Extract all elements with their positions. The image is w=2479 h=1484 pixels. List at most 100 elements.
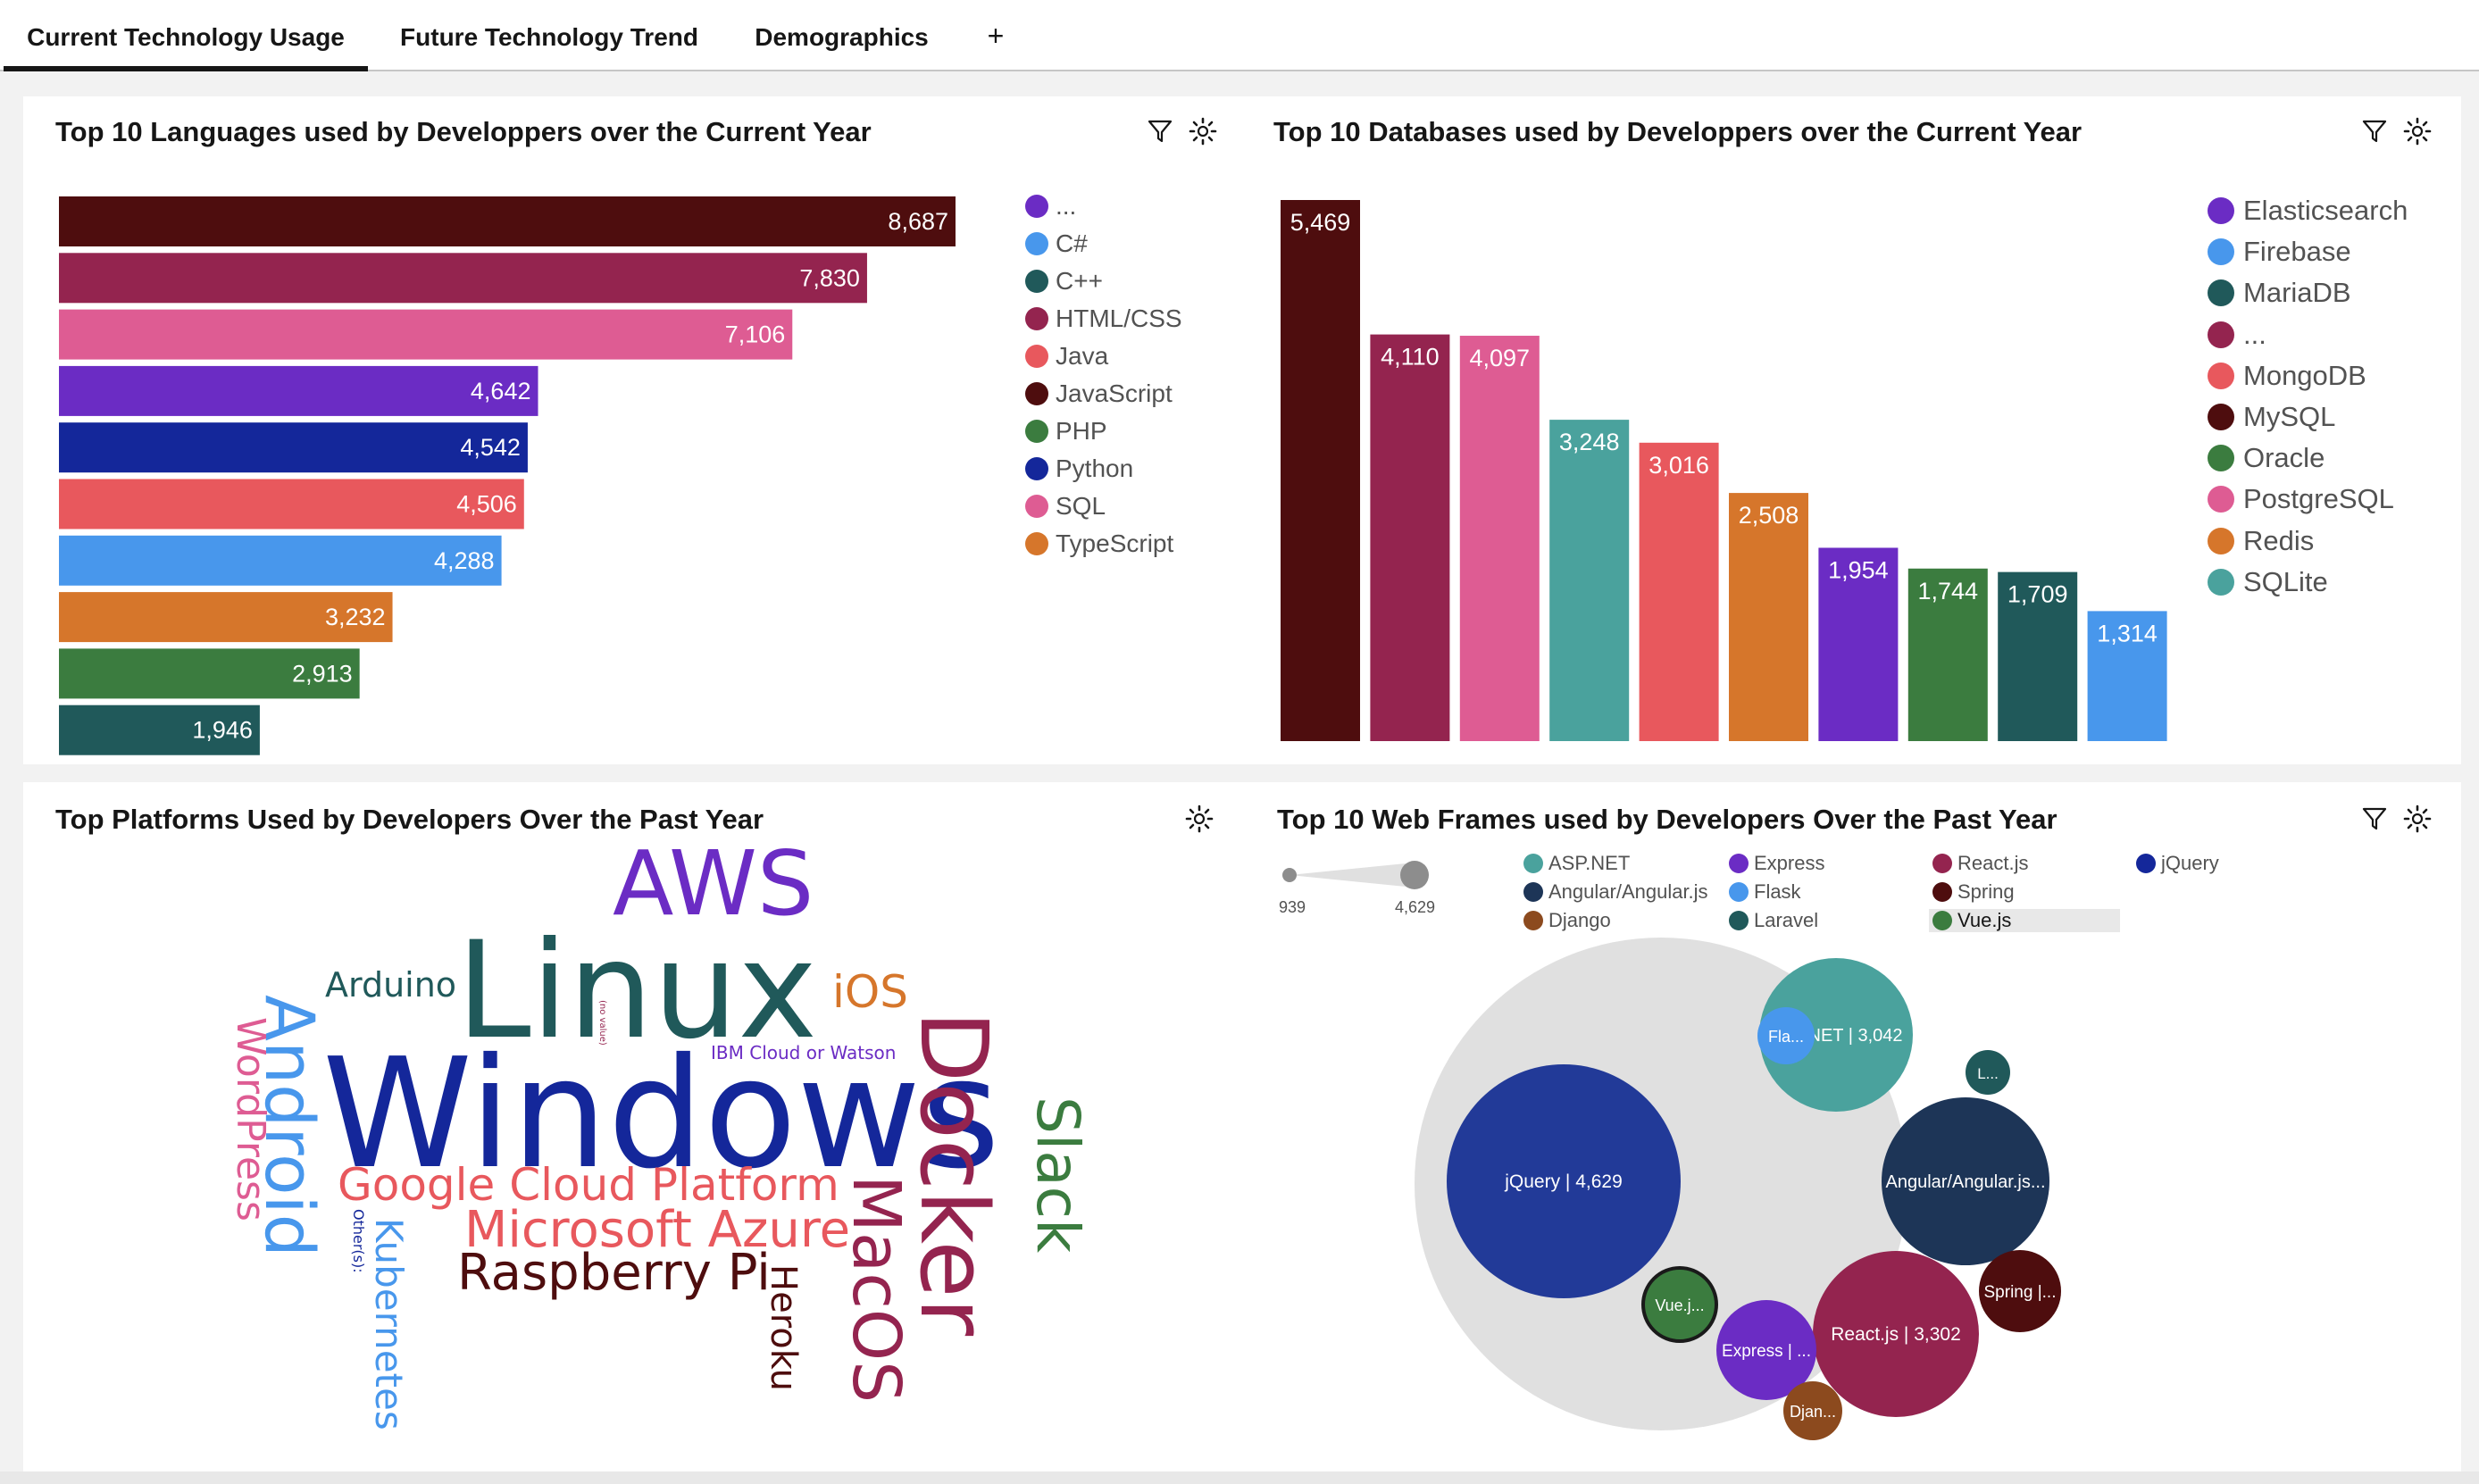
- word-other-s[interactable]: Other(s):: [350, 1209, 367, 1273]
- legend-item-mongodb[interactable]: MongoDB: [2208, 360, 2366, 392]
- bubble-flask[interactable]: [1757, 1007, 1815, 1064]
- bar-c[interactable]: [59, 535, 502, 586]
- settings-icon[interactable]: [2402, 804, 2433, 834]
- legend-item-typescript[interactable]: TypeScript: [1025, 529, 1173, 559]
- bubble-express[interactable]: [1716, 1300, 1816, 1400]
- word-heroku[interactable]: Heroku: [763, 1264, 804, 1391]
- bar-firebase[interactable]: [2087, 611, 2167, 741]
- bar-other[interactable]: [1370, 334, 1450, 741]
- settings-icon[interactable]: [1184, 804, 1214, 834]
- bubble-django[interactable]: [1783, 1381, 1842, 1440]
- bar-oracle[interactable]: [1907, 568, 1988, 741]
- bar-typescript[interactable]: [59, 592, 393, 643]
- bubble-laravel[interactable]: [1966, 1050, 2010, 1095]
- word-slack[interactable]: Slack: [1023, 1096, 1092, 1254]
- legend-item-html-css[interactable]: HTML/CSS: [1025, 304, 1182, 334]
- legend-item-sqlite[interactable]: SQLite: [2208, 566, 2328, 598]
- bar-label-oracle: 1,744: [1918, 578, 1979, 604]
- legend-item-vue-js[interactable]: Vue.js: [1929, 909, 2120, 932]
- legend-swatch: [1025, 382, 1048, 405]
- bubble-react-js[interactable]: [1813, 1251, 1979, 1417]
- legend-swatch: [1025, 307, 1048, 330]
- legend-item-java[interactable]: Java: [1025, 341, 1108, 371]
- legend-item-javascript[interactable]: JavaScript: [1025, 379, 1173, 409]
- word-aws[interactable]: AWS: [613, 831, 814, 936]
- legend-item-c[interactable]: C#: [1025, 229, 1088, 259]
- word-kubernetes[interactable]: Kubernetes: [367, 1218, 411, 1430]
- bar-redis[interactable]: [1729, 493, 1808, 741]
- filter-icon[interactable]: [2359, 116, 2390, 146]
- word-ibm-cloud-or-watson[interactable]: IBM Cloud or Watson: [711, 1042, 896, 1063]
- legend-item-other[interactable]: ...: [2208, 319, 2266, 351]
- word-arduino[interactable]: Arduino: [325, 965, 456, 1005]
- bar-postgresql[interactable]: [1459, 336, 1540, 741]
- bar-php[interactable]: [59, 648, 360, 699]
- tab-current-technology-usage[interactable]: Current Technology Usage: [4, 0, 368, 71]
- bubble-label-angular-angular-js: Angular/Angular.js...: [1886, 1172, 2046, 1192]
- bar-java[interactable]: [59, 479, 524, 529]
- tab-demographics[interactable]: Demographics: [755, 23, 929, 51]
- bar-mariadb[interactable]: [1998, 571, 2078, 741]
- legend-item-mysql[interactable]: MySQL: [2208, 401, 2335, 433]
- legend-item-firebase[interactable]: Firebase: [2208, 236, 2351, 268]
- bubble-asp-net[interactable]: [1759, 958, 1913, 1112]
- bar-elasticsearch[interactable]: [1818, 547, 1899, 741]
- word-android[interactable]: Android: [250, 995, 330, 1257]
- legend-item-flask[interactable]: Flask: [1725, 880, 1805, 904]
- legend-item-other[interactable]: ...: [1025, 191, 1076, 221]
- bubble-angular-angular-js[interactable]: [1882, 1097, 2049, 1265]
- word-google-cloud-platform[interactable]: Google Cloud Platform: [338, 1159, 839, 1211]
- legend-item-laravel[interactable]: Laravel: [1725, 909, 1822, 932]
- legend-label: C++: [1056, 267, 1103, 295]
- tab-future-technology-trend[interactable]: Future Technology Trend: [400, 23, 698, 51]
- bar-other[interactable]: [59, 365, 538, 416]
- legend-item-oracle[interactable]: Oracle: [2208, 442, 2325, 474]
- word-wordpress[interactable]: WordPress: [228, 1017, 273, 1221]
- word-docker[interactable]: Docker: [899, 1011, 1008, 1336]
- settings-icon[interactable]: [2402, 116, 2433, 146]
- bar-html-css[interactable]: [59, 253, 867, 304]
- legend-item-redis[interactable]: Redis: [2208, 525, 2314, 557]
- bar-python[interactable]: [59, 422, 528, 473]
- legend-item-postgresql[interactable]: PostgreSQL: [2208, 483, 2394, 515]
- legend-item-c[interactable]: C++: [1025, 266, 1103, 296]
- bubble-jquery[interactable]: [1447, 1064, 1681, 1298]
- legend-item-php[interactable]: PHP: [1025, 416, 1107, 446]
- filter-icon[interactable]: [2359, 804, 2390, 834]
- legend-item-angular-angular-js[interactable]: Angular/Angular.js: [1520, 880, 1712, 904]
- add-tab-button[interactable]: +: [987, 20, 1005, 52]
- bar-c[interactable]: [59, 704, 260, 755]
- bubble-vue-js[interactable]: [1641, 1266, 1718, 1343]
- legend-item-asp-net[interactable]: ASP.NET: [1520, 852, 1633, 875]
- legend-label: SQLite: [2243, 565, 2328, 597]
- word-raspberry-pi[interactable]: Raspberry Pi: [457, 1244, 771, 1302]
- word-no-value[interactable]: (no value): [597, 1000, 607, 1046]
- bar-sqlite[interactable]: [1549, 420, 1630, 741]
- bar-javascript[interactable]: [59, 196, 956, 246]
- legend-item-spring[interactable]: Spring: [1929, 880, 2018, 904]
- legend-item-sql[interactable]: SQL: [1025, 491, 1106, 521]
- legend-swatch: [2208, 568, 2234, 596]
- word-macos[interactable]: MacOS: [838, 1175, 914, 1403]
- legend-item-jquery[interactable]: jQuery: [2133, 852, 2223, 875]
- word-linux[interactable]: Linux: [456, 913, 817, 1069]
- filter-icon[interactable]: [1145, 116, 1175, 146]
- legend-item-react-js[interactable]: React.js: [1929, 852, 2032, 875]
- word-windows[interactable]: Windows: [322, 1026, 1000, 1203]
- bar-mongodb[interactable]: [1639, 442, 1719, 741]
- legend-item-elasticsearch[interactable]: Elasticsearch: [2208, 195, 2408, 227]
- legend-label: Vue.js: [1957, 909, 2012, 931]
- bar-mysql[interactable]: [1281, 200, 1360, 741]
- word-microsoft-azure[interactable]: Microsoft Azure: [464, 1201, 850, 1259]
- legend-item-python[interactable]: Python: [1025, 454, 1133, 484]
- word-ios[interactable]: iOS: [832, 966, 908, 1018]
- legend-item-mariadb[interactable]: MariaDB: [2208, 277, 2351, 309]
- legend-item-django[interactable]: Django: [1520, 909, 1615, 932]
- bubble-spring[interactable]: [1979, 1250, 2061, 1332]
- bar-sql[interactable]: [59, 309, 793, 360]
- legend-swatch: [2208, 238, 2234, 266]
- legend-label: MongoDB: [2243, 359, 2366, 391]
- legend-swatch: [2208, 527, 2234, 554]
- settings-icon[interactable]: [1188, 116, 1218, 146]
- legend-item-express[interactable]: Express: [1725, 852, 1828, 875]
